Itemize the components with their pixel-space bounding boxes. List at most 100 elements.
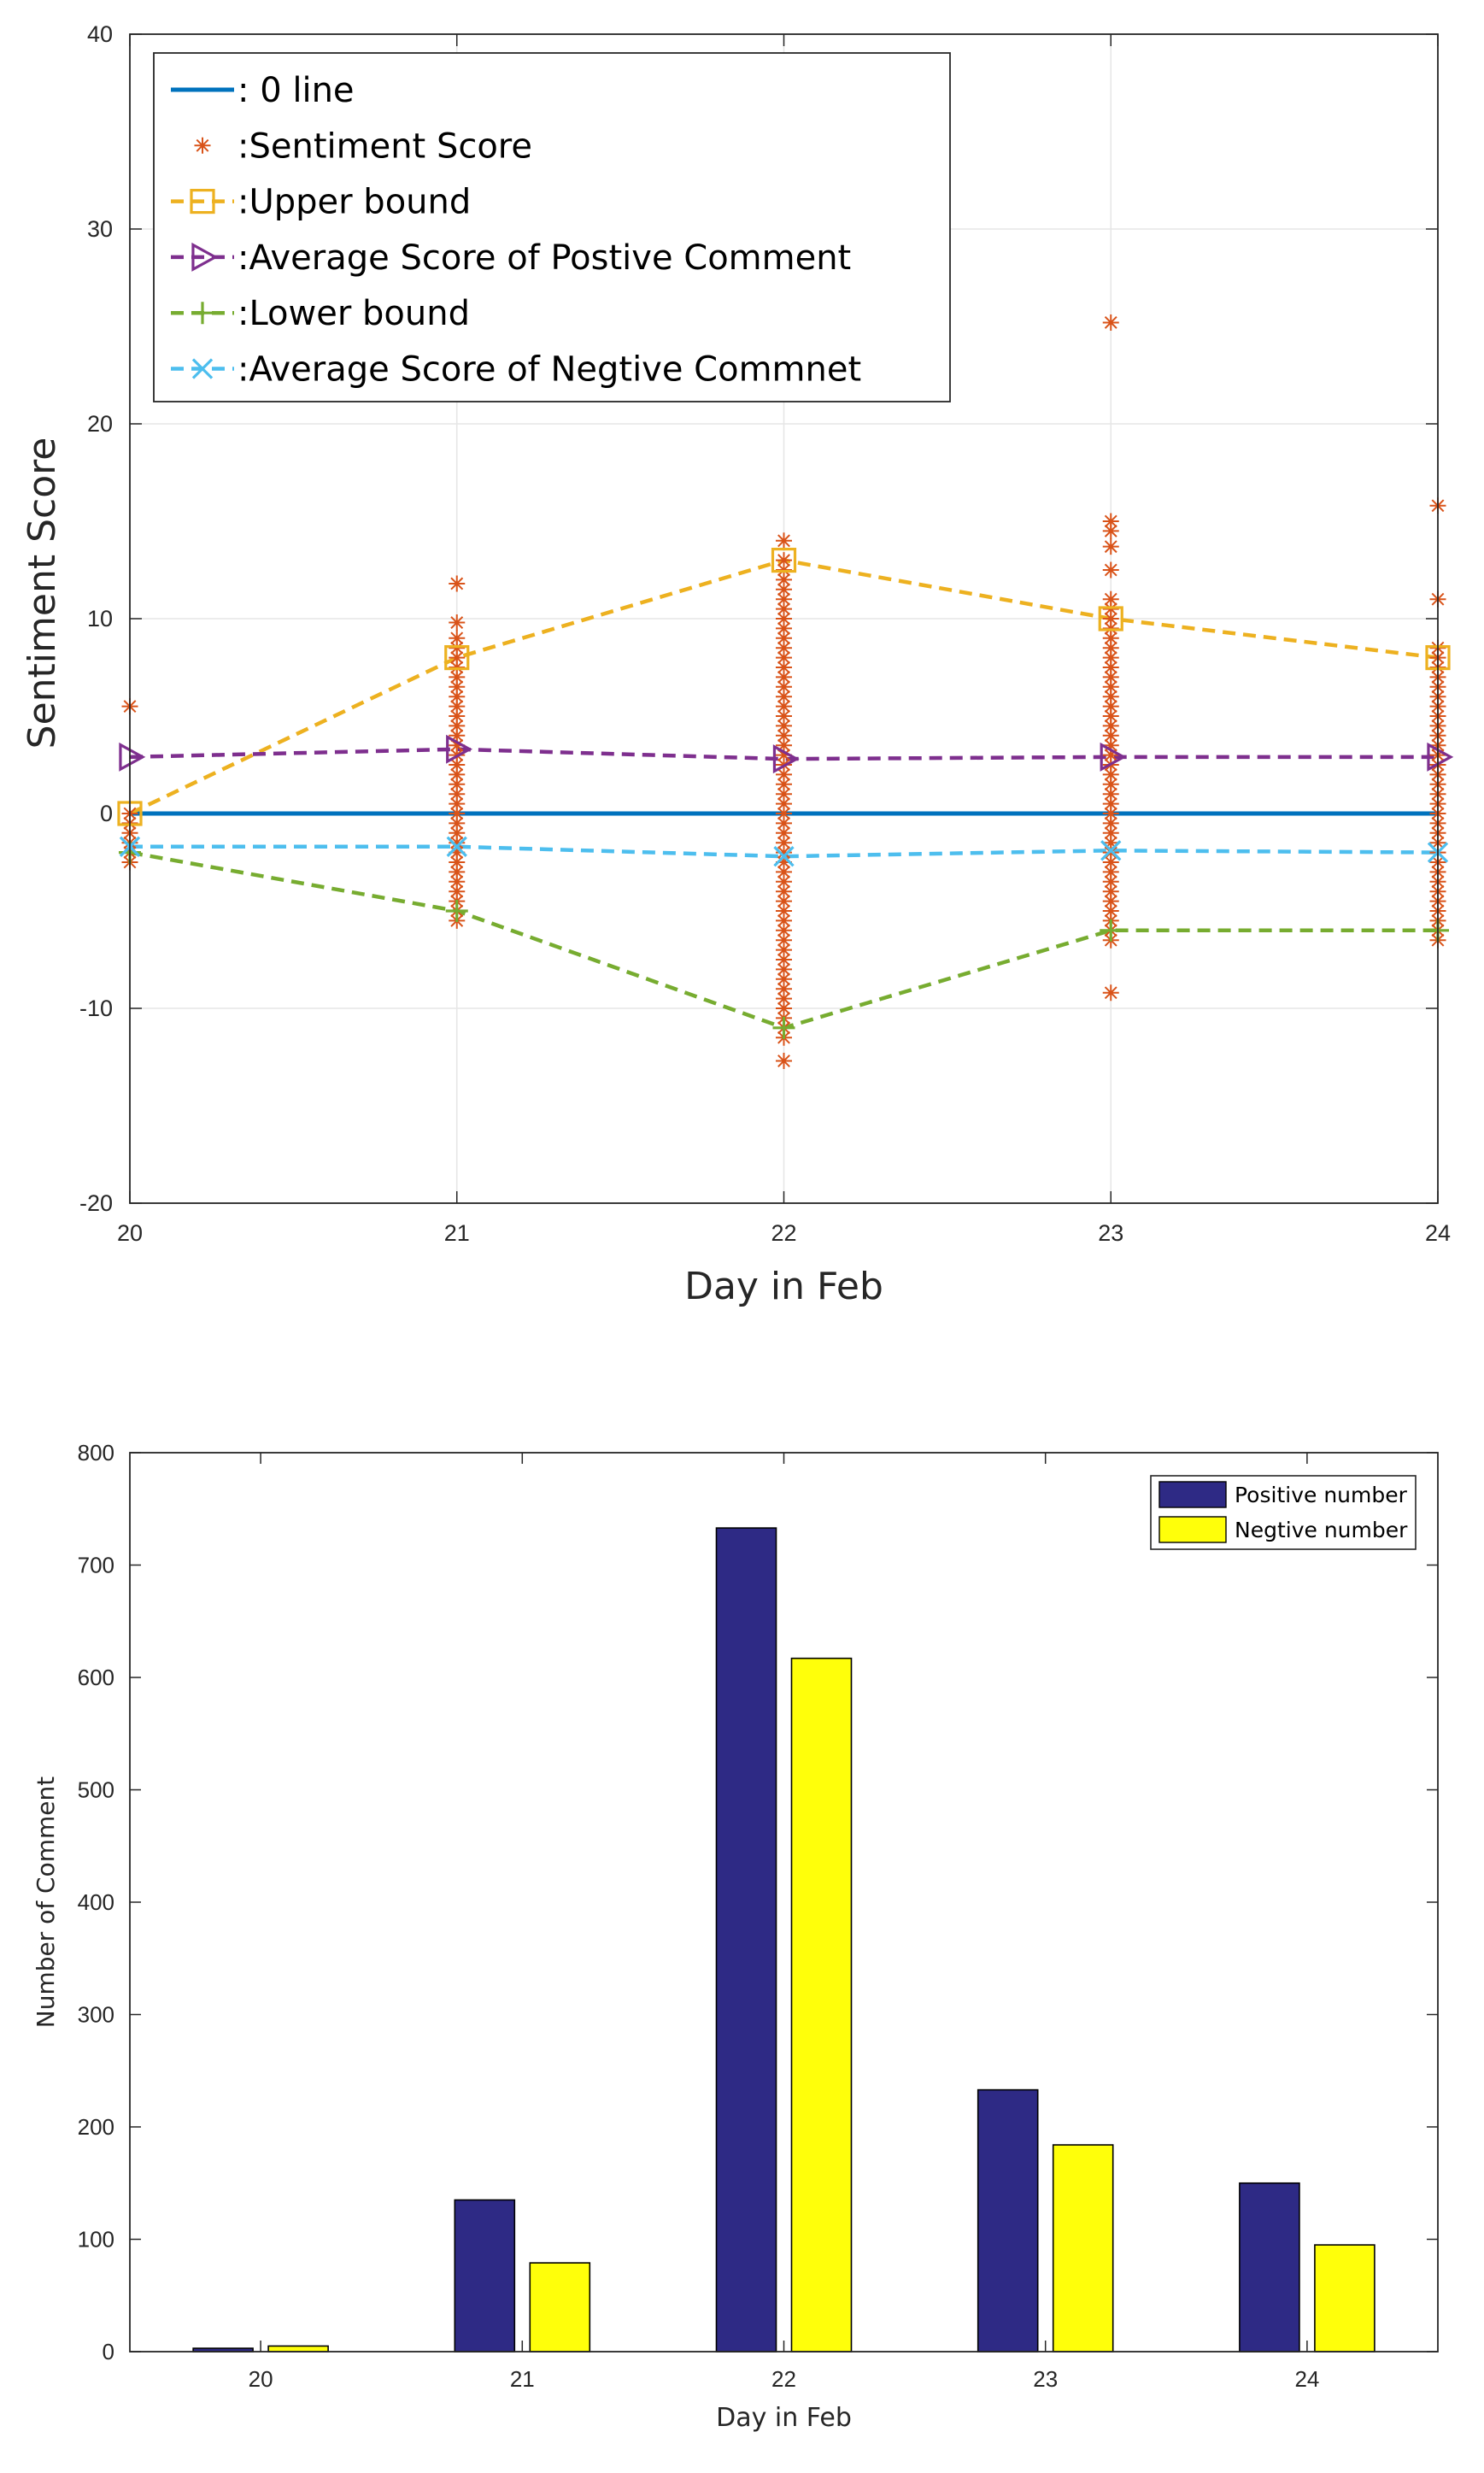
sentiment-point <box>776 1000 792 1017</box>
legend-label: :Average Score of Postive Comment <box>238 238 851 278</box>
legend-item-0-line: : 0 line <box>171 71 355 110</box>
sentiment-point <box>449 708 466 725</box>
y-tick-label: 400 <box>78 1889 114 1915</box>
legend-label: Negtive number <box>1235 1518 1408 1542</box>
series-marker <box>773 845 795 867</box>
sentiment-point <box>449 756 466 773</box>
sentiment-point <box>449 766 466 783</box>
sentiment-point <box>1102 561 1119 579</box>
sentiment-point <box>449 727 466 744</box>
sentiment-point <box>776 805 792 822</box>
bar-negtive-number <box>1314 2244 1375 2353</box>
legend-marker <box>194 137 211 154</box>
legend-item-positive-number: Positive number <box>1158 1481 1408 1508</box>
y-tick-label: 0 <box>100 801 113 826</box>
legend-swatch <box>1158 1481 1227 1508</box>
plot-area <box>130 1453 1438 2352</box>
sentiment-point <box>776 902 792 919</box>
legend-label: :Lower bound <box>238 294 470 333</box>
markers-average-score-of-postive-comment <box>119 734 1454 774</box>
sentiment-point <box>776 601 792 618</box>
sentiment-point <box>449 668 466 685</box>
sentiment-point <box>776 678 792 696</box>
sentiment-point <box>449 834 466 851</box>
sentiment-point <box>449 575 466 592</box>
sentiment-point <box>776 825 792 842</box>
sentiment-point <box>449 873 466 890</box>
x-tick-label: 24 <box>1425 1220 1451 1246</box>
sentiment-point <box>1102 639 1119 656</box>
sentiment-point <box>1102 630 1119 647</box>
series-negtive-number <box>267 1657 1375 2353</box>
legend-marker <box>191 302 214 325</box>
legend-label: :Average Score of Negtive Commnet <box>238 350 861 390</box>
x-tick-label: 21 <box>444 1220 470 1246</box>
sentiment-score-chart: 20 21 22 23 24 -20 -10 0 10 20 30 40 Day in Feb Senti… <box>21 21 1454 1308</box>
sentiment-point <box>449 630 466 647</box>
series-line <box>129 747 1438 761</box>
bar-positive-number <box>977 2088 1039 2353</box>
legend-marker <box>191 242 219 272</box>
sentiment-point <box>449 688 466 705</box>
sentiment-point <box>1102 834 1119 851</box>
sentiment-point <box>776 590 792 608</box>
legend-label: Positive number <box>1235 1483 1408 1507</box>
sentiment-point <box>449 776 466 793</box>
sentiment-point <box>1102 873 1119 890</box>
sentiment-point <box>1102 796 1119 813</box>
sentiment-point <box>776 883 792 900</box>
legend-item-negtive-number: Negtive number <box>1158 1516 1408 1543</box>
series-average-score-of-negtive-commnet <box>130 844 1439 859</box>
sentiment-point <box>776 922 792 939</box>
legend-marker <box>191 358 214 379</box>
sentiment-point <box>449 678 466 696</box>
y-tick-label: 500 <box>78 1777 114 1803</box>
series-marker <box>1100 742 1127 772</box>
legend-label: :Upper bound <box>238 183 471 222</box>
sentiment-point <box>776 766 792 783</box>
sentiment-point <box>449 698 466 715</box>
sentiment-point <box>776 814 792 831</box>
series-marker <box>445 900 468 922</box>
legend-item-lower-bound: :Lower bound <box>171 294 470 333</box>
legend-marker <box>190 189 215 214</box>
x-axis-label: Day in Feb <box>716 2403 852 2433</box>
comment-count-chart: 0 100 200 300 400 500 600 700 800 20 21 22 23 24 Day i… <box>32 1440 1439 2433</box>
sentiment-point <box>449 883 466 900</box>
series-marker <box>1098 606 1123 631</box>
sentiment-point <box>1102 785 1119 802</box>
y-tick-label: 30 <box>87 216 113 242</box>
sentiment-point <box>776 990 792 1007</box>
bar-positive-number <box>715 1527 777 2353</box>
legend-item-average-score-of-negtive-commnet: :Average Score of Negtive Commnet <box>171 350 861 390</box>
sentiment-point <box>776 708 792 725</box>
sentiment-point <box>1102 717 1119 734</box>
sentiment-point <box>1102 747 1119 764</box>
sentiment-point <box>776 942 792 959</box>
bar-negtive-number <box>1052 2144 1114 2353</box>
sentiment-point <box>776 717 792 734</box>
sentiment-point <box>776 639 792 656</box>
bar-positive-number <box>454 2199 516 2353</box>
y-tick-label: 600 <box>78 1665 114 1690</box>
series-marker <box>444 644 470 671</box>
x-tick-label: 20 <box>117 1220 143 1246</box>
sentiment-point <box>776 971 792 988</box>
sentiment-point <box>776 951 792 968</box>
x-tick-label: 22 <box>771 1220 796 1246</box>
sentiment-point <box>1102 825 1119 842</box>
legend-box <box>153 52 951 402</box>
sentiment-point <box>1102 649 1119 667</box>
legend-item-sentiment-score: :Sentiment Score <box>194 126 532 166</box>
sentiment-point <box>1102 984 1119 1002</box>
legend: : 0 line :Sentiment Score :Upper bound :Ave… <box>153 52 951 402</box>
sentiment-point <box>449 844 466 861</box>
sentiment-point <box>1102 863 1119 880</box>
y-tick-label: 700 <box>78 1553 114 1578</box>
series-average-score-of-postive-comment <box>129 747 1438 761</box>
x-tick-label: 20 <box>249 2366 273 2392</box>
sentiment-point <box>776 649 792 667</box>
sentiment-point <box>776 668 792 685</box>
y-tick-label: 300 <box>78 2002 114 2028</box>
